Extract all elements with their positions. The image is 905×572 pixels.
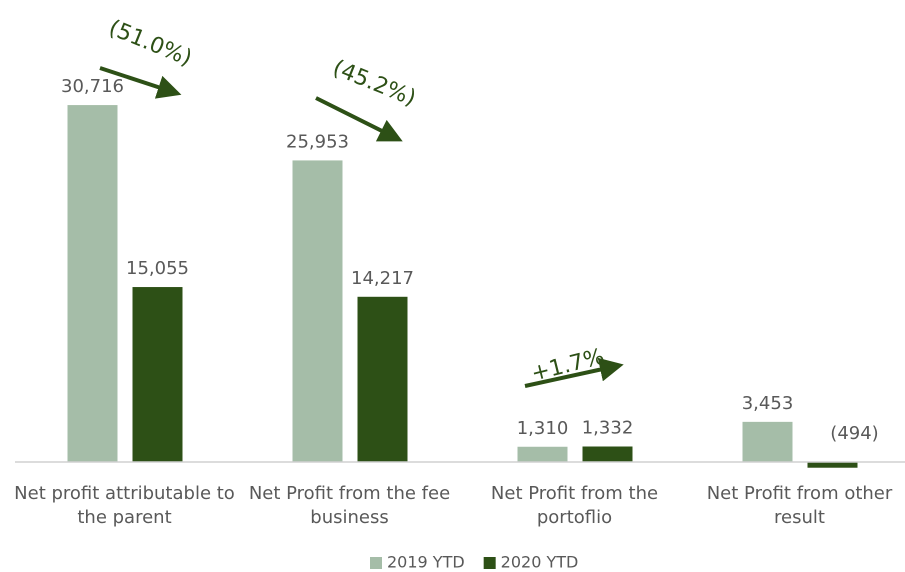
x-tick-label: Net profit attributable to the parent (14, 483, 235, 528)
bar (132, 287, 183, 462)
bar (582, 446, 633, 462)
bar (292, 160, 343, 462)
data-label: 1,310 (517, 418, 569, 439)
bar (807, 461, 858, 468)
annotation: +1.7% (529, 344, 607, 386)
legend-swatch (370, 557, 382, 569)
bar (357, 296, 408, 462)
data-label: 14,217 (351, 268, 414, 289)
data-label: (494) (830, 423, 878, 444)
legend-label: 2020 YTD (501, 553, 579, 572)
arrow (99, 66, 182, 99)
arrow (315, 96, 403, 142)
x-tick-label: Net Profit from the portoflio (490, 483, 659, 528)
bar (742, 421, 793, 462)
x-tick-label: Net Profit from the fee business (248, 483, 451, 528)
arrow (524, 357, 624, 388)
data-label: 25,953 (286, 131, 349, 152)
legend-label: 2019 YTD (387, 553, 465, 572)
data-label: 15,055 (126, 258, 189, 279)
data-label: 30,716 (61, 76, 124, 97)
data-label: 3,453 (742, 393, 794, 414)
legend-swatch (483, 557, 496, 569)
bar (517, 446, 568, 462)
x-tick-label: Net Profit from other result (706, 483, 893, 528)
annotation: (51.0%) (105, 16, 195, 72)
annotation: (45.2%) (329, 56, 419, 112)
data-label: 1,332 (582, 418, 634, 439)
bar (67, 105, 118, 462)
